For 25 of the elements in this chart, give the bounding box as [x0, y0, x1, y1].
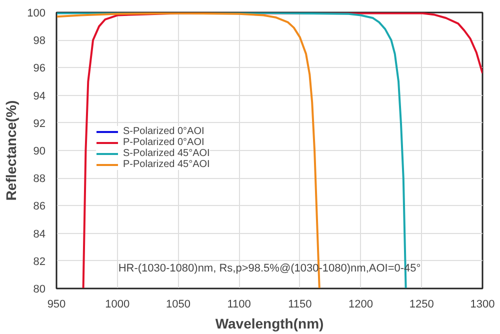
y-axis-title: Reflectance(%): [3, 100, 20, 201]
x-axis-title: Wavelength(nm): [215, 316, 324, 332]
y-tick-label: 92: [33, 118, 46, 130]
x-tick-label: 1250: [409, 298, 434, 310]
legend-label: S-Polarized 0°AOI: [123, 126, 204, 137]
y-tick-label: 84: [33, 228, 46, 240]
x-tick-label: 1050: [166, 298, 190, 310]
x-tick-label: 1150: [288, 298, 312, 310]
x-tick-label: 950: [47, 298, 66, 310]
legend-label: S-Polarized 45°AOI: [123, 148, 210, 159]
y-tick-label: 90: [33, 146, 46, 158]
y-tick-label: 82: [33, 256, 46, 268]
y-tick-label: 80: [33, 284, 46, 296]
legend-label: P-Polarized 0°AOI: [123, 137, 204, 148]
y-tick-label: 98: [33, 35, 46, 48]
y-tick-label: 86: [33, 200, 46, 213]
y-tick-label: 88: [33, 173, 46, 186]
y-tick-label: 96: [33, 62, 46, 75]
legend-label: P-Polarized 45°AOI: [123, 159, 210, 170]
y-tick-label: 94: [33, 90, 46, 102]
x-tick-label: 1200: [348, 298, 374, 310]
y-tick-label: 100: [27, 8, 46, 20]
x-tick-label: 1300: [470, 298, 495, 310]
x-tick-label: 1100: [227, 298, 251, 310]
x-tick-label: 1000: [105, 298, 130, 310]
